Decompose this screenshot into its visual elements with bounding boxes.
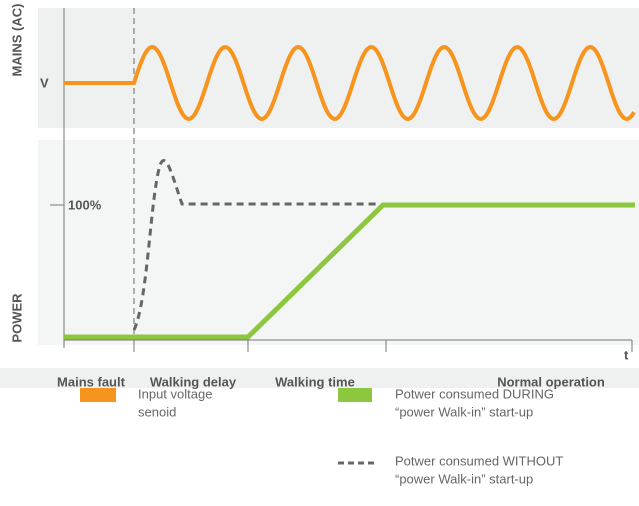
legend-text: Input voltage [138,386,212,401]
phase-label: Normal operation [497,374,605,389]
phase-label: Walking delay [150,374,237,389]
power-walkin-curve [64,202,635,340]
legend-text: senoid [138,404,176,419]
power-nowalkin-curve [132,159,380,331]
phase-band [0,368,639,388]
legend-swatch [338,388,372,402]
percent-label: 100% [68,197,102,212]
mains-panel [38,8,639,128]
v-label: V [40,75,49,90]
time-label: t [624,347,629,362]
phase-label: Mains fault [57,374,126,389]
axis-label: MAINS (AC) [9,4,24,77]
legend-text: “power Walk-in” start-up [395,471,533,486]
legend-swatch [80,388,116,402]
power-panel [38,140,639,345]
legend-text: “power Walk-in” start-up [395,404,533,419]
legend-text: Potwer consumed DURING [395,386,554,401]
voltage-curve [64,44,636,122]
phase-label: Walking time [275,374,355,389]
legend-text: Potwer consumed WITHOUT [395,453,563,468]
axis-label: POWER [9,293,24,343]
